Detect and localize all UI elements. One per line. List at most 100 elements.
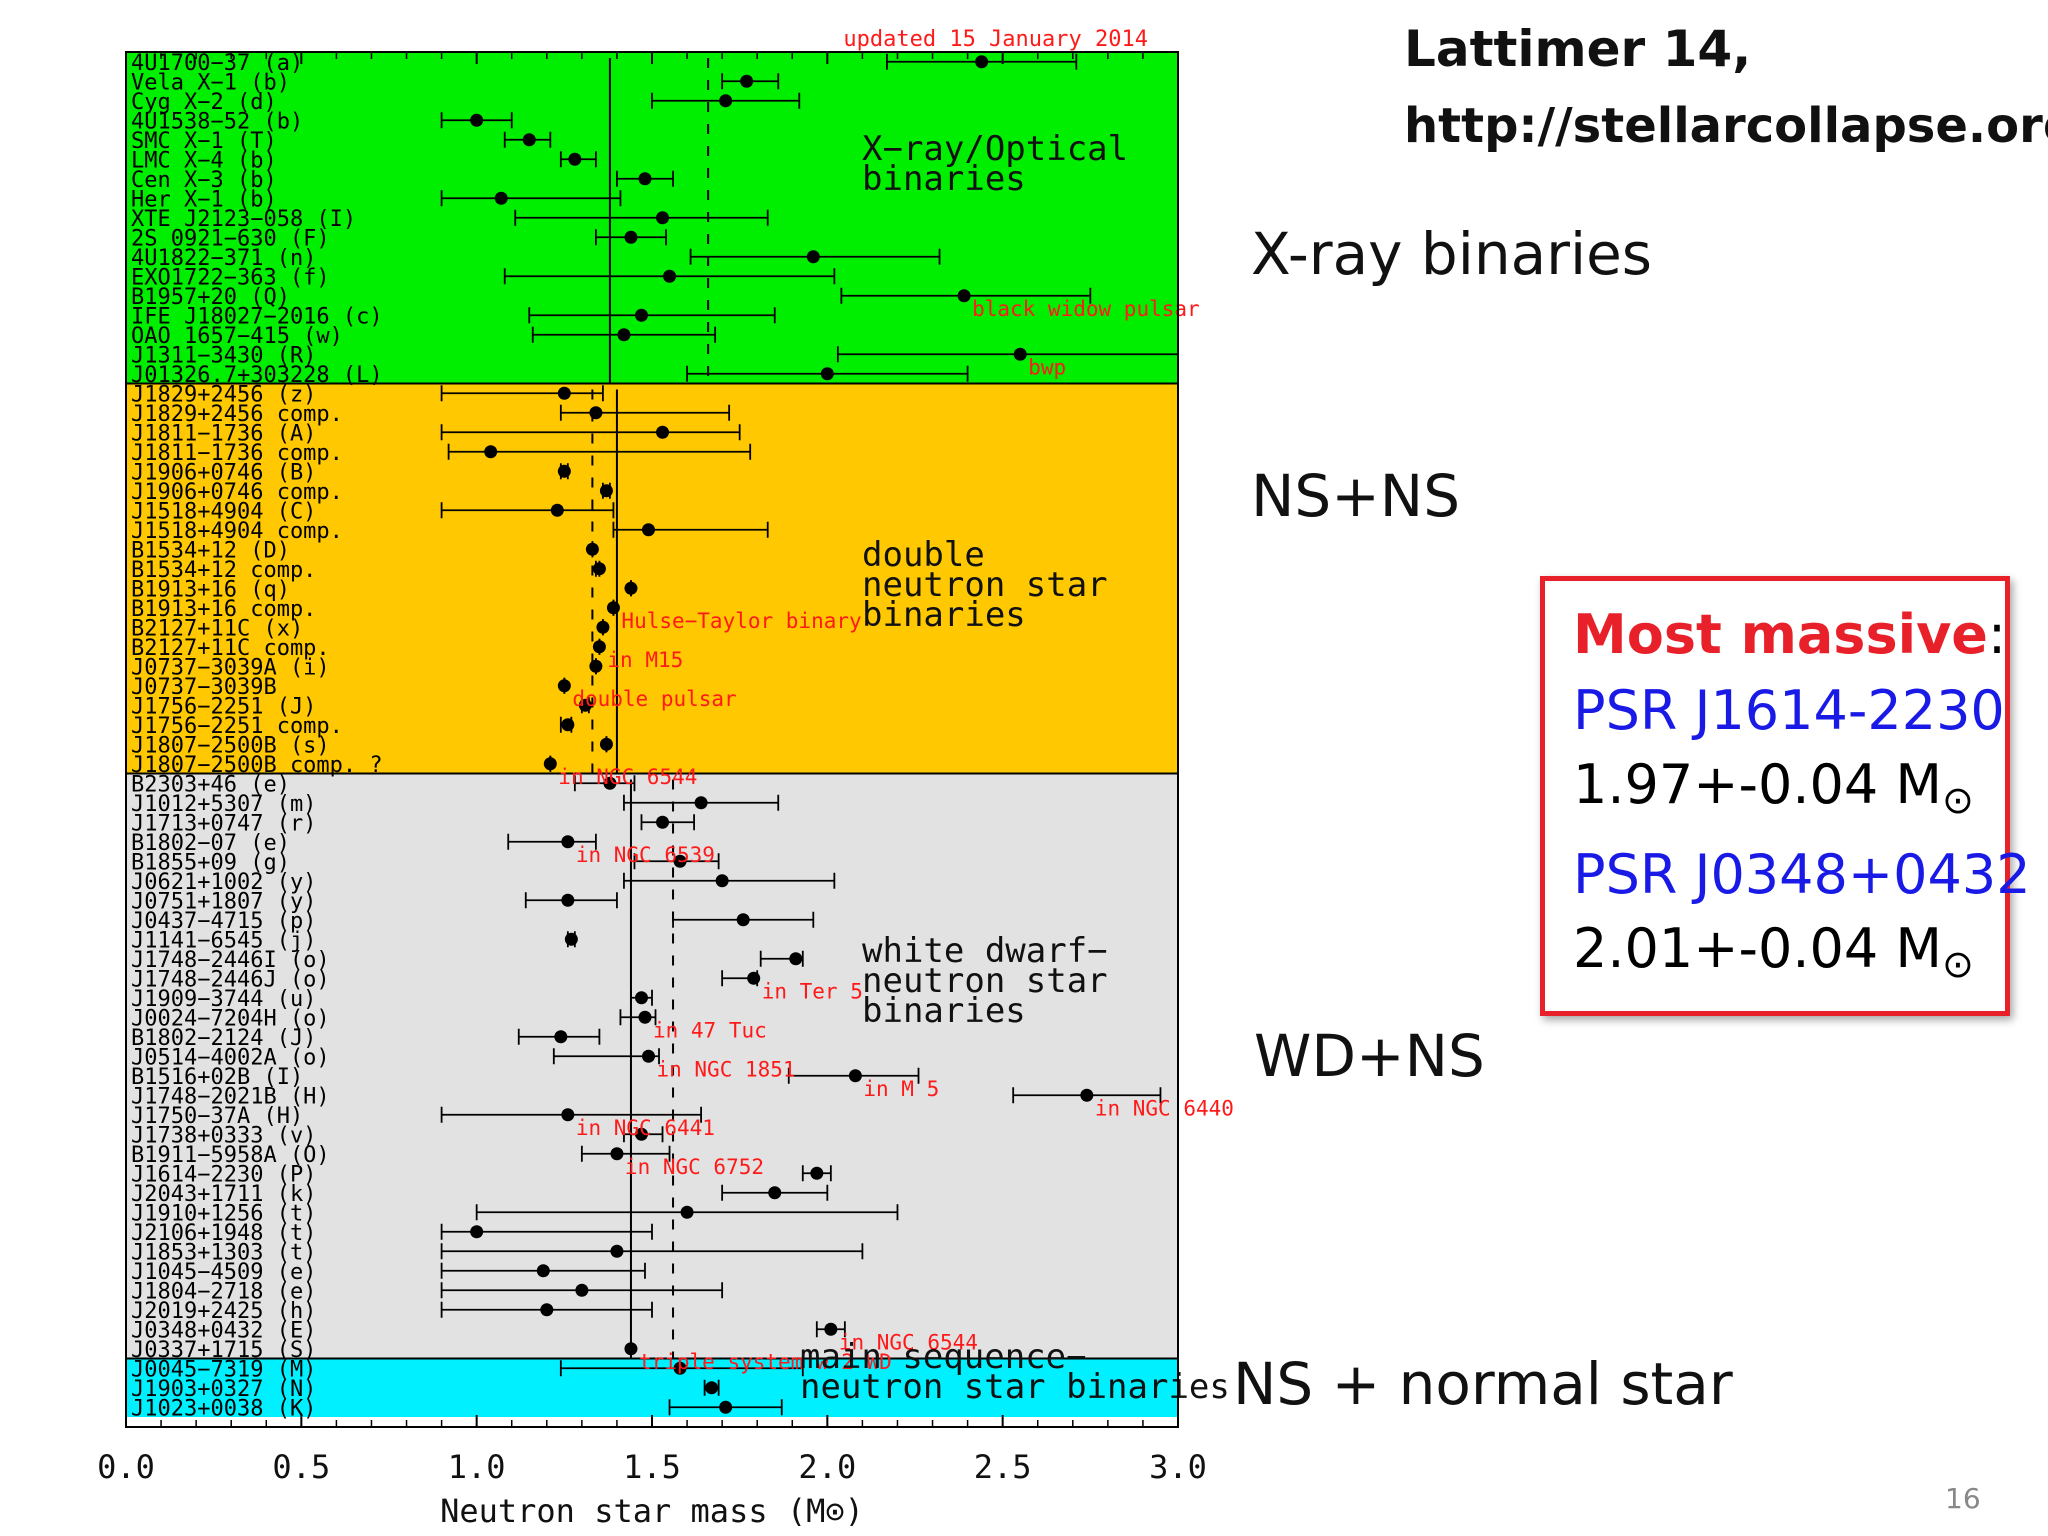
data-point [470, 113, 484, 127]
star-label: J1804−2718 (e) [131, 1279, 316, 1304]
star-label: J1811−1736 comp. [131, 441, 343, 466]
star-label: SMC X−1 (T) [131, 129, 277, 154]
star-label: J1853+1303 (t) [131, 1240, 316, 1265]
star-label: 2S 0921−630 (F) [131, 226, 330, 251]
annotation: in NGC 1851 [656, 1057, 795, 1081]
credit-title: Lattimer 14, [1404, 20, 1752, 78]
data-point [557, 464, 571, 478]
data-point [561, 893, 575, 907]
data-point [557, 386, 571, 400]
annotation: in NGC 6544 [839, 1330, 978, 1354]
data-point [550, 503, 564, 517]
data-point [589, 406, 603, 420]
data-point [589, 659, 603, 673]
category-wd-ns: WD+NS [1254, 1022, 1485, 1090]
data-point [656, 211, 670, 225]
group-label: neutron star [862, 565, 1108, 605]
annotation: in M15 [607, 648, 683, 672]
category-ns-ns: NS+NS [1251, 462, 1461, 530]
star-label: Cyg X−2 (d) [131, 90, 277, 115]
sun-symbol: ⊙ [1941, 942, 1974, 986]
star-label: J0621+1002 (y) [131, 870, 316, 895]
data-point [585, 542, 599, 556]
x-tick-label: 2.0 [798, 1448, 856, 1486]
mass-j0348: 2.01+-0.04 M⊙ [1573, 917, 1974, 986]
data-point [1080, 1088, 1094, 1102]
star-label: J1738+0333 (v) [131, 1123, 316, 1148]
star-label: B1802−07 (e) [131, 831, 290, 856]
most-massive-heading: Most massive: [1573, 603, 2006, 666]
data-point [540, 1303, 554, 1317]
star-label: B1913+16 (q) [131, 577, 290, 602]
star-label: OAO 1657−415 (w) [131, 324, 343, 349]
annotation: in M 5 [863, 1077, 939, 1101]
star-label: J1311−3430 (R) [131, 343, 316, 368]
star-label: J1614−2230 (P) [131, 1162, 316, 1187]
group-label: neutron star binaries [800, 1367, 1230, 1407]
data-point [641, 1049, 655, 1063]
data-point [848, 1069, 862, 1083]
star-label: Cen X−3 (b) [131, 168, 277, 193]
star-label: 4U1700−37 (a) [131, 51, 303, 76]
star-label: XTE J2123−058 (I) [131, 207, 356, 232]
star-label: J1756−2251 (J) [131, 694, 316, 719]
data-point [543, 757, 557, 771]
annotation: in NGC 6544 [558, 765, 697, 789]
star-label: B2127+11C (x) [131, 616, 303, 641]
group-band [126, 383, 1178, 774]
data-point [494, 191, 508, 205]
data-point [599, 484, 613, 498]
data-point [575, 1283, 589, 1297]
group-label: neutron star [862, 961, 1108, 1001]
annotation: bwp [1028, 355, 1066, 379]
data-point [810, 1166, 824, 1180]
group-label: main sequence− [800, 1337, 1087, 1377]
annotation: double pulsar [572, 687, 736, 711]
data-point [638, 172, 652, 186]
star-label: J0348+0432 (E) [131, 1318, 316, 1343]
data-point [656, 425, 670, 439]
star-label: B1855+09 (g) [131, 850, 290, 875]
star-label: J1910+1256 (t) [131, 1201, 316, 1226]
data-point [536, 1264, 550, 1278]
data-point [634, 991, 648, 1005]
star-label: B1911−5958A (O) [131, 1143, 330, 1168]
star-label: B1516+02B (I) [131, 1065, 303, 1090]
data-point [578, 698, 592, 712]
page-number: 16 [1945, 1482, 1981, 1515]
data-point [656, 815, 670, 829]
star-label: J1906+0746 (B) [131, 460, 316, 485]
x-tick-label: 1.5 [623, 1448, 681, 1486]
star-label: J1518+4904 comp. [131, 519, 343, 544]
star-label: J0514−4002A (o) [131, 1045, 330, 1070]
group-label: X−ray/Optical [862, 129, 1128, 169]
data-point [663, 269, 677, 283]
star-label: J2106+1948 (t) [131, 1221, 316, 1246]
star-label: J1141−6545 (j) [131, 928, 316, 953]
star-label: J1023+0038 (K) [131, 1396, 316, 1421]
sun-symbol: ⊙ [1941, 778, 1974, 822]
star-label: J0737−3039A (i) [131, 655, 330, 680]
star-label: B1957+20 (Q) [131, 285, 290, 310]
star-label: B1534+12 (D) [131, 538, 290, 563]
data-point [680, 1205, 694, 1219]
star-label: J1045−4509 (e) [131, 1260, 316, 1285]
star-label: J1811−1736 (A) [131, 421, 316, 446]
star-label: J1748−2446I (o) [131, 948, 330, 973]
star-label: J1909−3744 (u) [131, 987, 316, 1012]
annotation: in NGC 6539 [576, 843, 715, 867]
data-point [705, 1381, 719, 1395]
data-point [599, 737, 613, 751]
data-point [484, 445, 498, 459]
star-label: J2019+2425 (h) [131, 1299, 316, 1324]
data-point [789, 952, 803, 966]
group-label: binaries [862, 595, 1026, 635]
most-massive-title: Most massive [1573, 603, 1988, 666]
data-point [557, 679, 571, 693]
data-point [561, 718, 575, 732]
annotation: in 47 Tuc [653, 1018, 767, 1042]
star-label: J0024−7204H (o) [131, 1006, 330, 1031]
data-point [820, 367, 834, 381]
data-point [768, 1186, 782, 1200]
data-point [617, 328, 631, 342]
